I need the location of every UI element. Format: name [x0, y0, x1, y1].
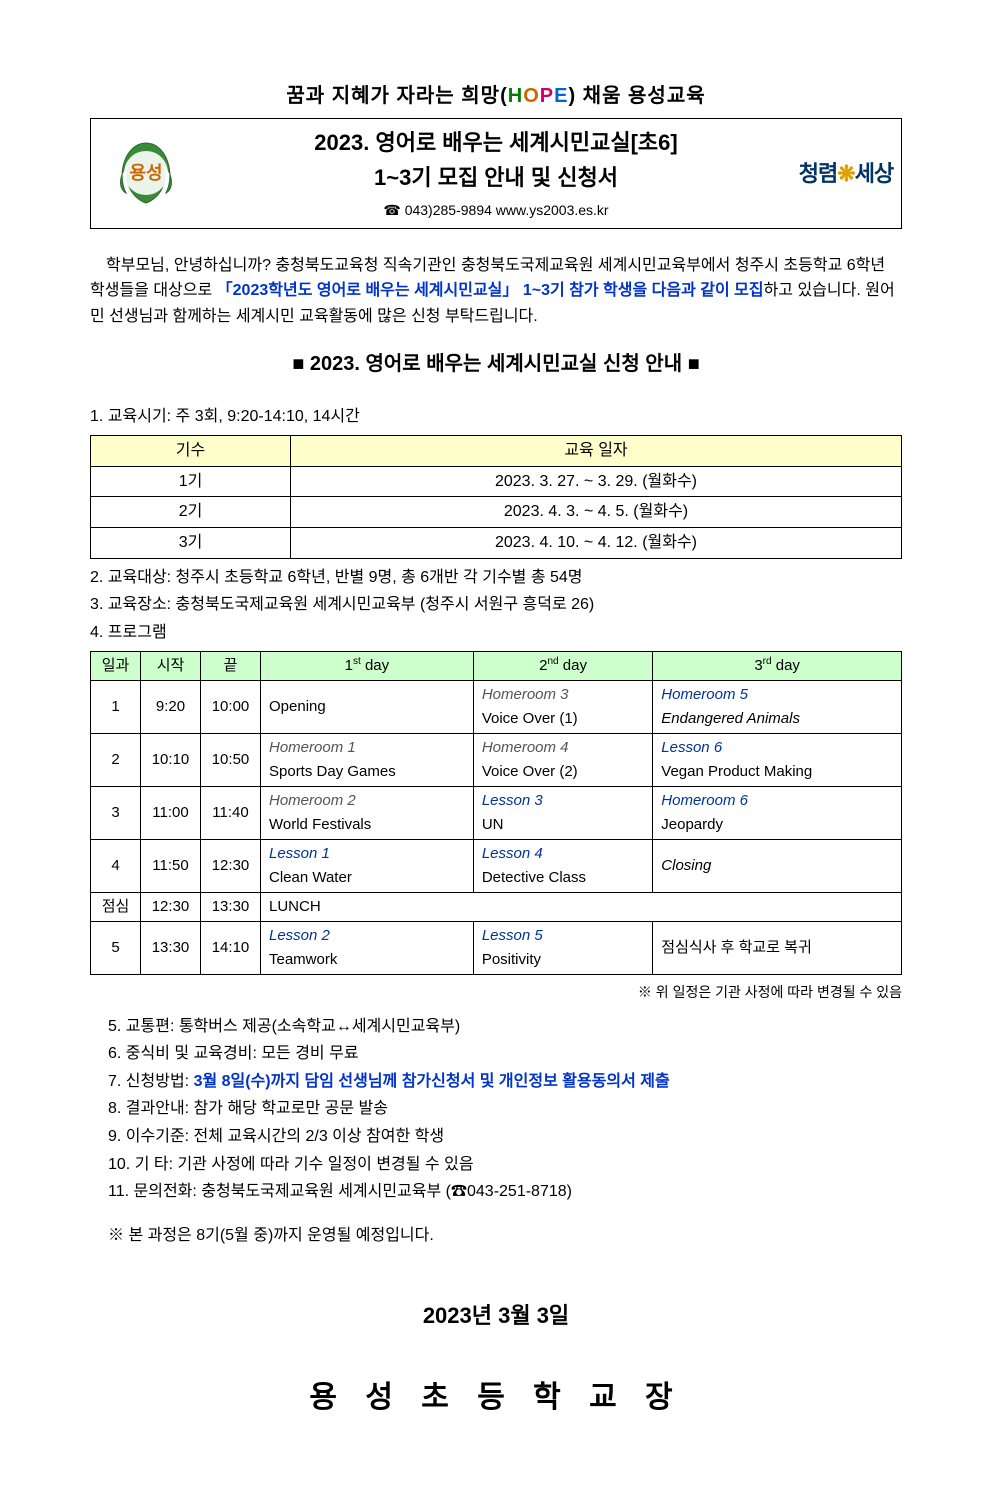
final-note: ※ 본 과정은 8기(5월 중)까지 운영될 예정입니다. [108, 1223, 902, 1249]
tagline-suffix: 채움 용성교육 [576, 85, 706, 107]
prog-r2-d3: Lesson 6Vegan Product Making [653, 734, 902, 787]
prog-r3-d2: Lesson 3UN [473, 787, 652, 840]
program-table: 일과 시작 끝 1st day 2nd day 3rd day 1 9:20 1… [90, 651, 902, 975]
prog-r3-no: 3 [91, 787, 141, 840]
item-1: 1. 교육시기: 주 3회, 9:20-14:10, 14시간 [90, 404, 902, 430]
tagline-prefix: 꿈과 지혜가 자라는 [286, 85, 461, 107]
hope-o: O [523, 85, 540, 107]
prog-r5-d3: 점심식사 후 학교로 복귀 [653, 922, 902, 975]
header-title-2: 1~3기 모집 안내 및 신청서 [201, 160, 791, 195]
prog-r2-d1: Homeroom 1Sports Day Games [261, 734, 474, 787]
item-4: 4. 프로그램 [90, 620, 902, 646]
prog-head-day1: 1st day [261, 652, 474, 681]
prog-r1-end: 10:00 [201, 681, 261, 734]
session-r2-c1: 2023. 4. 10. ~ 4. 12. (월화수) [291, 527, 902, 558]
prog-r1-start: 9:20 [141, 681, 201, 734]
item-5: 5. 교통편: 통학버스 제공(소속학교↔세계시민교육부) [108, 1014, 902, 1040]
section-title: ■ 2023. 영어로 배우는 세계시민교실 신청 안내 ■ [90, 348, 902, 380]
prog-r2-no: 2 [91, 734, 141, 787]
header-box: 용성 2023. 영어로 배우는 세계시민교실[초6] 1~3기 모집 안내 및… [90, 118, 902, 229]
hope-e: E [554, 85, 568, 107]
item-8: 8. 결과안내: 참가 해당 학교로만 공문 발송 [108, 1096, 902, 1122]
item-6: 6. 중식비 및 교육경비: 모든 경비 무료 [108, 1041, 902, 1067]
prog-r4-d1: Lesson 1Clean Water [261, 840, 474, 893]
prog-head-1: 시작 [141, 652, 201, 681]
prog-lunch-start: 12:30 [141, 893, 201, 922]
prog-head-day2: 2nd day [473, 652, 652, 681]
prog-r2-end: 10:50 [201, 734, 261, 787]
tagline: 꿈과 지혜가 자라는 희망(HOPE) 채움 용성교육 [90, 80, 902, 112]
header-contact: ☎ 043)285-9894 www.ys2003.es.kr [201, 199, 791, 221]
prog-head-2: 끝 [201, 652, 261, 681]
session-r2-c0: 3기 [91, 527, 291, 558]
prog-r4-no: 4 [91, 840, 141, 893]
prog-lunch-text: LUNCH [261, 893, 902, 922]
prog-r1-no: 1 [91, 681, 141, 734]
prog-r3-start: 11:00 [141, 787, 201, 840]
emblem-text: 용성 [129, 163, 162, 183]
prog-r3-end: 11:40 [201, 787, 261, 840]
prog-r3-d1: Homeroom 2World Festivals [261, 787, 474, 840]
items-5-11: 5. 교통편: 통학버스 제공(소속학교↔세계시민교육부) 6. 중식비 및 교… [108, 1014, 902, 1249]
hope-p: P [540, 85, 554, 107]
item-7: 7. 신청방법: 3월 8일(수)까지 담임 선생님께 참가신청서 및 개인정보… [108, 1069, 902, 1095]
signature: 용 성 초 등 학 교 장 [90, 1374, 902, 1422]
session-table: 기수 교육 일자 1기 2023. 3. 27. ~ 3. 29. (월화수) … [90, 435, 902, 558]
item-3: 3. 교육장소: 충청북도국제교육원 세계시민교육부 (청주시 서원구 흥덕로 … [90, 592, 902, 618]
header-center: 2023. 영어로 배우는 세계시민교실[초6] 1~3기 모집 안내 및 신청… [201, 119, 791, 228]
prog-r1-d2: Homeroom 3Voice Over (1) [473, 681, 652, 734]
para-blue: 「2023학년도 영어로 배우는 세계시민교실」 1~3기 참가 학생을 다음과… [217, 282, 764, 299]
prog-r1-d1: Opening [261, 681, 474, 734]
prog-r4-end: 12:30 [201, 840, 261, 893]
prog-head-day3: 3rd day [653, 652, 902, 681]
item-2: 2. 교육대상: 청주시 초등학교 6학년, 반별 9명, 총 6개반 각 기수… [90, 565, 902, 591]
tagline-bold: 희망 [461, 85, 500, 107]
prog-r4-d2: Lesson 4Detective Class [473, 840, 652, 893]
session-r1-c0: 2기 [91, 497, 291, 528]
header-emblem-left: 용성 [91, 119, 201, 228]
prog-lunch-end: 13:30 [201, 893, 261, 922]
prog-r1-d3: Homeroom 5Endangered Animals [653, 681, 902, 734]
prog-head-0: 일과 [91, 652, 141, 681]
prog-r2-start: 10:10 [141, 734, 201, 787]
session-r1-c1: 2023. 4. 3. ~ 4. 5. (월화수) [291, 497, 902, 528]
program-note: ※ 위 일정은 기관 사정에 따라 변경될 수 있음 [90, 981, 902, 1003]
prog-r5-end: 14:10 [201, 922, 261, 975]
header-logo-right: 청렴❋세상 [791, 119, 901, 228]
prog-r3-d3: Homeroom 6Jeopardy [653, 787, 902, 840]
item-10: 10. 기 타: 기관 사정에 따라 기수 일정이 변경될 수 있음 [108, 1152, 902, 1178]
prog-r5-start: 13:30 [141, 922, 201, 975]
logo-right-2: 세상 [855, 161, 893, 186]
logo-right-1: 청렴 [799, 161, 837, 186]
logo-dot-icon: ❋ [837, 161, 854, 186]
session-r0-c0: 1기 [91, 466, 291, 497]
prog-r5-d1: Lesson 2Teamwork [261, 922, 474, 975]
prog-r2-d2: Homeroom 4Voice Over (2) [473, 734, 652, 787]
item-9: 9. 이수기준: 전체 교육시간의 2/3 이상 참여한 학생 [108, 1124, 902, 1150]
prog-r5-no: 5 [91, 922, 141, 975]
item-11: 11. 문의전화: 충청북도국제교육원 세계시민교육부 (☎043-251-87… [108, 1179, 902, 1205]
prog-lunch-no: 점심 [91, 893, 141, 922]
hope-h: H [508, 85, 523, 107]
intro-paragraph: 학부모님, 안녕하십니까? 충청북도교육청 직속기관인 충청북도국제교육원 세계… [90, 253, 902, 330]
prog-r5-d2: Lesson 5Positivity [473, 922, 652, 975]
prog-r4-start: 11:50 [141, 840, 201, 893]
session-head-1: 교육 일자 [291, 436, 902, 467]
session-head-0: 기수 [91, 436, 291, 467]
header-title-1: 2023. 영어로 배우는 세계시민교실[초6] [201, 125, 791, 160]
session-r0-c1: 2023. 3. 27. ~ 3. 29. (월화수) [291, 466, 902, 497]
document-date: 2023년 3월 3일 [90, 1298, 902, 1333]
prog-r4-d3: Closing [653, 840, 902, 893]
